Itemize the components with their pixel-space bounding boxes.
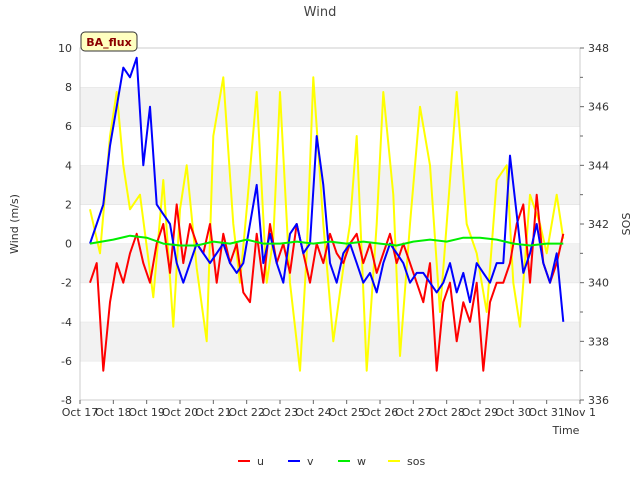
grid-band <box>80 126 580 166</box>
x-tick-label: Oct 21 <box>195 406 232 419</box>
grid-band <box>80 360 580 400</box>
legend-label-u: u <box>257 455 264 468</box>
right-y-tick-label: 346 <box>588 101 609 114</box>
x-tick-label: Oct 30 <box>495 406 532 419</box>
series-line-w <box>89 234 564 247</box>
x-tick-label: Oct 22 <box>228 406 265 419</box>
left-y-tick-label: -2 <box>61 277 72 290</box>
badge-box <box>80 31 138 52</box>
x-tick-label: Oct 26 <box>362 406 399 419</box>
right-y-axis: 336 338 340 342 344 346 348 <box>580 42 609 407</box>
left-y-tick-label: 8 <box>65 81 72 94</box>
legend-label-w: w <box>357 455 366 468</box>
x-tick-label: Oct 19 <box>128 406 165 419</box>
badge: BA_flux <box>80 31 138 52</box>
x-tick-label: Oct 18 <box>95 406 132 419</box>
series-line-u <box>89 193 565 372</box>
legend: u v w sos <box>238 455 425 468</box>
chart-title: Wind <box>304 5 337 20</box>
x-tick-label: Oct 24 <box>295 406 332 419</box>
left-y-axis: -8 -6 -4 -2 0 2 4 6 8 10 <box>58 42 72 407</box>
x-tick-label: Oct 17 <box>62 406 99 419</box>
series-line-sos <box>89 76 565 372</box>
x-tick-label: Oct 27 <box>395 406 432 419</box>
left-y-tick-label: 10 <box>58 42 72 55</box>
right-y-tick-label: 340 <box>588 277 609 290</box>
left-y-tick-label: -8 <box>61 394 72 407</box>
series-layer <box>89 56 565 372</box>
right-y-tick-label: 338 <box>588 335 609 348</box>
grid-band <box>80 48 580 88</box>
x-tick-label: Oct 23 <box>262 406 299 419</box>
x-tick-label: Oct 28 <box>428 406 465 419</box>
right-y-tick-label: 344 <box>588 159 609 172</box>
left-y-axis-label: Wind (m/s) <box>8 194 21 254</box>
left-y-tick-label: 0 <box>65 238 72 251</box>
x-tick-label: Oct 25 <box>328 406 365 419</box>
grid-band <box>80 87 580 127</box>
series-line-v <box>89 56 565 322</box>
x-tick-label: Nov 1 <box>564 406 596 419</box>
x-tick-label: Oct 29 <box>462 406 499 419</box>
right-y-tick-label: 336 <box>588 394 609 407</box>
right-y-tick-label: 348 <box>588 42 609 55</box>
x-tick-label: Oct 31 <box>528 406 565 419</box>
left-y-tick-label: 6 <box>65 120 72 133</box>
legend-label-sos: sos <box>407 455 425 468</box>
grid-band <box>80 321 580 361</box>
x-tick-label: Oct 20 <box>162 406 199 419</box>
right-y-tick-label: 342 <box>588 218 609 231</box>
left-y-tick-label: -6 <box>61 355 72 368</box>
right-y-axis-label: SOS <box>620 213 633 236</box>
x-axis-label: Time <box>552 424 580 437</box>
left-y-tick-label: 4 <box>65 159 72 172</box>
left-y-tick-label: 2 <box>65 198 72 211</box>
legend-label-v: v <box>307 455 314 468</box>
left-y-tick-label: -4 <box>61 316 72 329</box>
badge-label: BA_flux <box>86 36 131 49</box>
